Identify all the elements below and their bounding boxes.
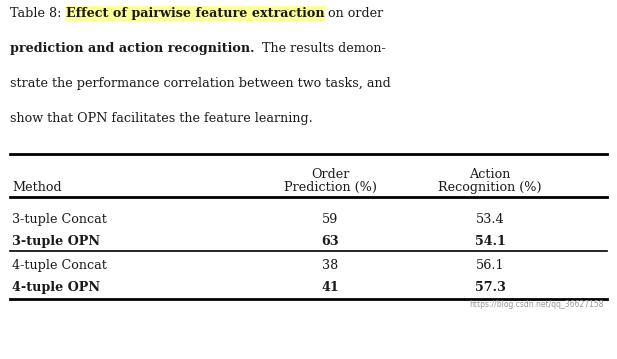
Text: strate the performance correlation between two tasks, and: strate the performance correlation betwe… (10, 77, 391, 90)
Text: 3-tuple Concat: 3-tuple Concat (12, 213, 107, 226)
Text: 4-tuple OPN: 4-tuple OPN (12, 281, 100, 294)
Text: 53.4: 53.4 (476, 213, 504, 226)
Text: https://blog.csdn.net/qq_36627158: https://blog.csdn.net/qq_36627158 (470, 300, 604, 309)
Text: Recognition (%): Recognition (%) (438, 181, 542, 194)
Text: 4-tuple Concat: 4-tuple Concat (12, 259, 107, 272)
Text: Table 8:: Table 8: (10, 7, 65, 20)
Text: 57.3: 57.3 (474, 281, 505, 294)
Text: on order: on order (324, 7, 383, 20)
Text: 56.1: 56.1 (476, 259, 504, 272)
Text: Method: Method (12, 181, 62, 194)
Text: 59: 59 (322, 213, 338, 226)
Text: The results demon-: The results demon- (254, 42, 386, 55)
FancyBboxPatch shape (65, 6, 325, 21)
Text: Action: Action (470, 168, 511, 181)
Text: 38: 38 (322, 259, 338, 272)
Text: 3-tuple OPN: 3-tuple OPN (12, 235, 100, 248)
Text: Order: Order (311, 168, 349, 181)
Text: Prediction (%): Prediction (%) (283, 181, 376, 194)
Text: show that OPN facilitates the feature learning.: show that OPN facilitates the feature le… (10, 112, 313, 125)
Text: Effect of pairwise feature extraction: Effect of pairwise feature extraction (65, 7, 324, 20)
Text: 41: 41 (321, 281, 339, 294)
Text: prediction and action recognition.: prediction and action recognition. (10, 42, 254, 55)
Text: 54.1: 54.1 (474, 235, 505, 248)
Text: 63: 63 (321, 235, 339, 248)
